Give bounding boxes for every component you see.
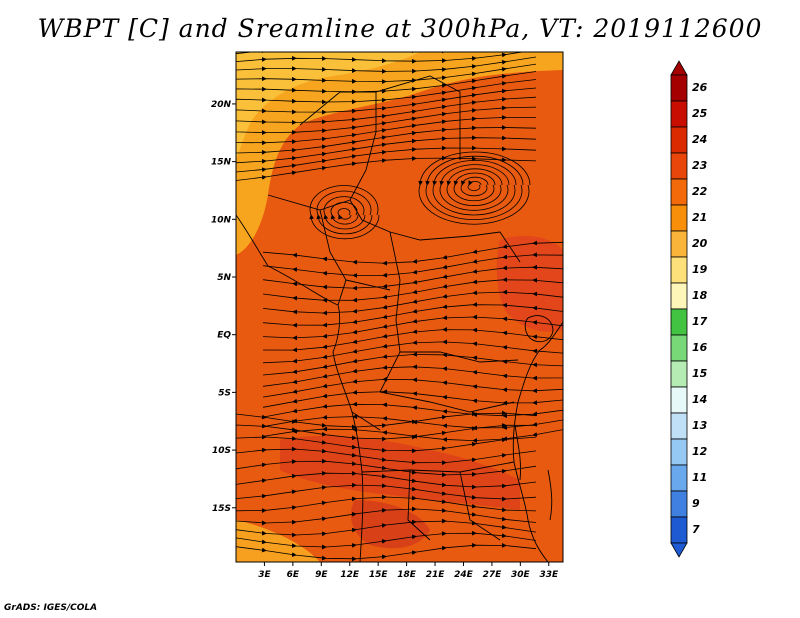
streamline [309,185,380,240]
colorbar-label: 12 [692,445,708,458]
lake-victoria [524,315,554,343]
grads-credit: GrADS: IGES/COLA [4,603,98,613]
colorbar-label: 20 [692,237,708,250]
colorbar-label: 15 [692,367,708,380]
colorbar-swatch [670,230,688,258]
lon-axis: 3E 6E 9E 12E 15E 18E 21E 24E 27E 30E 33E [258,562,559,580]
colorbar-swatch [670,100,688,128]
lat-tick-label: 10N [211,215,232,225]
lon-tick-label: 6E [287,570,300,580]
colorbar-swatch [670,438,688,466]
lon-tick-label: 12E [340,570,360,580]
lat-tick-label: EQ [217,331,231,341]
lat-tick-label: 5N [217,273,231,283]
lat-tick-label: 10S [212,446,231,456]
colorbar-swatch [670,126,688,154]
lat-tick-label: 15S [212,504,231,514]
lon-tick-label: 15E [369,570,389,580]
colorbar-label: 25 [692,107,708,120]
lon-tick-label: 24E [454,570,474,580]
colorbar-label: 19 [692,263,708,276]
streamline [236,530,537,550]
colorbar-label: 7 [692,523,700,536]
colorbar-swatch [670,308,688,336]
colorbar-swatch [670,386,688,414]
streamline [236,542,537,562]
coastline-west-africa [236,214,364,562]
lon-tick-label: 9E [315,570,328,580]
colorbar-label: 13 [692,419,708,432]
streamline [323,196,366,230]
coastline-east-africa [512,321,563,562]
colorbar-swatch [670,412,688,440]
streamline [236,155,537,182]
colorbar-swatch [670,204,688,232]
streamline [446,168,503,206]
streamline [330,202,359,225]
streamline [467,180,482,191]
map-area [236,52,563,562]
lat-tick-label: 5S [218,388,231,398]
lat-tick-label: 20N [211,100,232,110]
lon-tick-label: 30E [511,570,531,580]
chart-title: WBPT [C] and Sreamline at 300hPa, VT: 20… [37,14,763,43]
streamline [439,164,510,211]
colorbar-swatch [670,516,688,544]
colorbar-label: 18 [692,289,708,302]
lat-axis: 20N 15N 10N 5N EQ 5S 10S 15S [211,100,236,514]
border-lines [267,75,521,541]
colorbar-label: 21 [692,211,707,224]
colorbar-swatch [670,178,688,206]
streamline [337,208,352,220]
streamline [425,155,524,221]
lon-tick-label: 3E [258,570,271,580]
streamline [236,446,537,466]
colorbar-swatch [670,282,688,310]
colorbar-label: 16 [692,341,708,354]
colorbar-label: 9 [692,497,700,510]
streamline [262,401,563,419]
colorbar-bottom-arrow [670,542,688,558]
colorbar-swatch [670,256,688,284]
lon-tick-label: 33E [539,570,559,580]
colorbar-label: 23 [692,159,708,172]
streamline [432,160,517,216]
lon-tick-label: 18E [397,570,417,580]
map-frame [235,51,564,563]
colorbar-top-arrow [670,60,688,76]
streamline [460,176,489,197]
colorbar-swatch [670,464,688,492]
streamline [316,190,373,235]
streamlines [236,52,563,562]
colorbar: 26 25 24 23 22 21 20 19 18 17 16 15 14 13 12 11 9 7 [670,60,708,558]
lat-tick-label: 15N [211,158,232,168]
colorbar-swatch [670,74,688,102]
colorbar-swatch [670,334,688,362]
colorbar-label: 17 [692,315,708,328]
colorbar-label: 26 [692,81,708,94]
lake-tanganyika [514,424,521,481]
streamline [418,151,531,225]
colorbar-swatch [670,360,688,388]
colorbar-label: 14 [692,393,707,406]
lon-tick-label: 21E [426,570,446,580]
colorbar-label: 24 [692,133,707,146]
colorbar-swatch [670,152,688,180]
lake-malawi [547,469,553,521]
colorbar-label: 22 [692,185,708,198]
lon-tick-label: 27E [483,570,503,580]
colorbar-swatch [670,490,688,518]
streamline [453,172,496,202]
colorbar-label: 11 [692,471,707,484]
coastlines [236,75,563,562]
